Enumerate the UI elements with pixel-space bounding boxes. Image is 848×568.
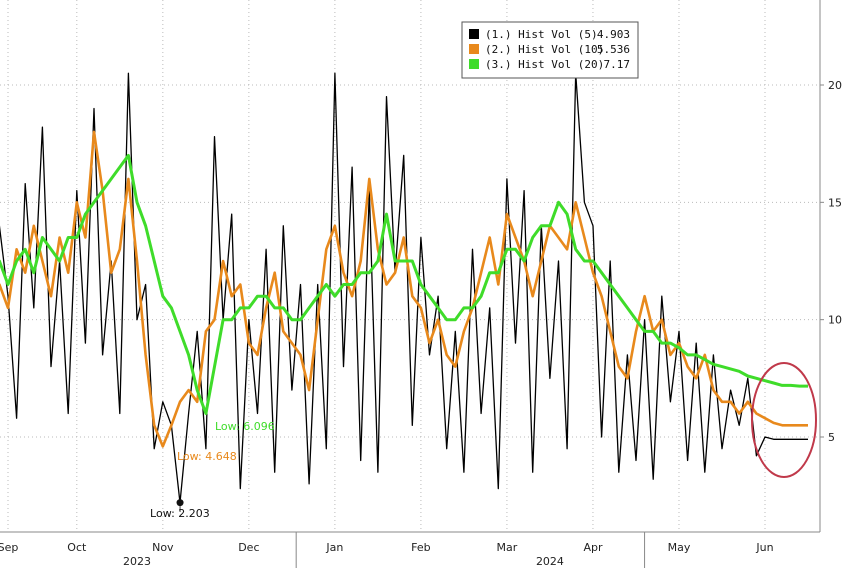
y-tick-label: 20 bbox=[828, 79, 842, 92]
x-tick-label: Apr bbox=[583, 541, 603, 554]
legend-label-1: (1.) Hist Vol (5) bbox=[485, 28, 598, 41]
x-axis-ticks: Sep Oct Nov Dec Jan Feb Mar Apr May Jun 2023 2024 bbox=[0, 532, 774, 568]
highlight-circle-layer bbox=[751, 362, 817, 478]
annotation-label: Low: 6.096 bbox=[215, 420, 275, 433]
x-tick-label: Mar bbox=[497, 541, 518, 554]
series-lines bbox=[0, 72, 808, 504]
annotations: Low: 2.203 Low: 4.648 Low: 6.096 bbox=[150, 420, 275, 520]
x-tick-label: Jan bbox=[325, 541, 343, 554]
x-tick-label: Oct bbox=[67, 541, 87, 554]
legend-swatch-2 bbox=[469, 44, 479, 54]
series-line-2 bbox=[0, 130, 808, 448]
y-tick-label: 5 bbox=[828, 431, 835, 444]
year-label: 2023 bbox=[123, 555, 151, 568]
x-tick-label: Dec bbox=[238, 541, 259, 554]
x-tick-label: Feb bbox=[411, 541, 430, 554]
legend-label-2: (2.) Hist Vol (10) bbox=[485, 43, 604, 56]
annotation-label: Low: 4.648 bbox=[177, 450, 237, 463]
year-label: 2024 bbox=[536, 555, 564, 568]
axes bbox=[0, 0, 821, 533]
legend-swatch-1 bbox=[469, 29, 479, 39]
legend-value-3: 7.17 bbox=[604, 58, 631, 71]
series-line-3 bbox=[0, 153, 808, 415]
x-tick-label: Nov bbox=[152, 541, 174, 554]
legend: (1.) Hist Vol (5) 4.903 (2.) Hist Vol (10)… bbox=[461, 21, 639, 79]
legend-value-2: 5.536 bbox=[597, 43, 630, 56]
y-axis-ticks: 5 10 15 20 bbox=[820, 79, 842, 444]
y-tick-label: 10 bbox=[828, 314, 842, 327]
x-tick-label: Jun bbox=[755, 541, 773, 554]
series-line-1 bbox=[0, 72, 808, 504]
highlight-circle bbox=[751, 362, 817, 478]
x-tick-label: May bbox=[668, 541, 691, 554]
legend-value-1: 4.903 bbox=[597, 28, 630, 41]
legend-swatch-3 bbox=[469, 59, 479, 69]
y-tick-label: 15 bbox=[828, 196, 842, 209]
legend-label-3: (3.) Hist Vol (20) bbox=[485, 58, 604, 71]
annotation-label: Low: 2.203 bbox=[150, 507, 210, 520]
legend-box bbox=[461, 21, 639, 79]
x-tick-label: Sep bbox=[0, 541, 18, 554]
